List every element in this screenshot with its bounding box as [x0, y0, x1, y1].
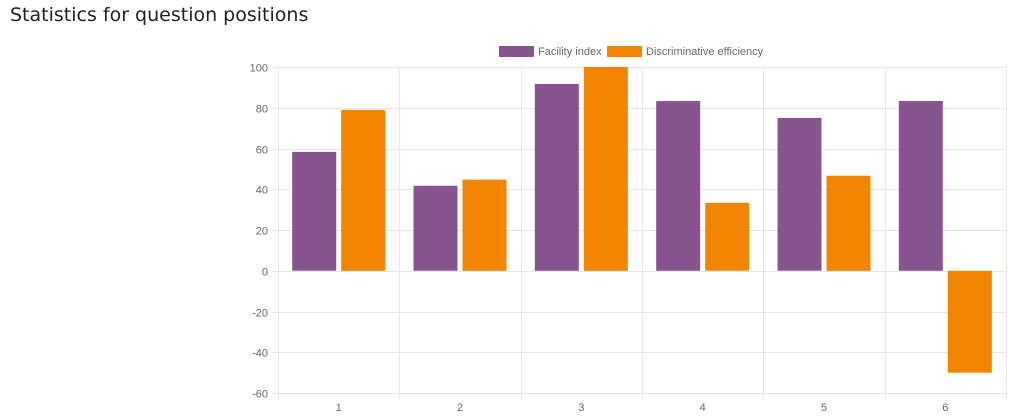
discriminative-efficiency-bar-3	[583, 67, 628, 271]
y-tick-label: 20	[256, 226, 268, 238]
chart-grid	[272, 67, 1007, 399]
chart-axes: 100 80 60 40 20 0 -20 -40 -60 1 2 3 4 5 6	[250, 63, 949, 415]
legend-label: Discriminative efficiency	[646, 46, 764, 58]
facility-index-bar-6	[898, 101, 943, 271]
discriminative-efficiency-bar-1	[341, 109, 386, 271]
y-tick-label: -40	[252, 348, 268, 360]
x-tick-label: 3	[578, 402, 584, 414]
y-tick-label: 60	[256, 145, 268, 157]
chart-bars	[292, 67, 992, 373]
facility-index-bar-3	[534, 84, 579, 271]
legend-swatch	[499, 46, 534, 57]
y-tick-label: 40	[256, 185, 268, 197]
facility-index-bar-2	[413, 185, 458, 271]
facility-index-bar-1	[292, 151, 337, 271]
y-tick-label: 100	[250, 63, 268, 75]
page-title: Statistics for question positions	[10, 4, 309, 26]
discriminative-efficiency-bar-6	[947, 270, 992, 373]
discriminative-efficiency-bar-5	[826, 175, 871, 271]
y-tick-label: -20	[252, 308, 268, 320]
facility-index-bar-4	[656, 101, 701, 271]
x-tick-label: 6	[942, 402, 948, 414]
chart-legend: Facility index Discriminative efficiency	[499, 46, 764, 58]
legend-label: Facility index	[538, 46, 602, 58]
discriminative-efficiency-bar-4	[705, 202, 750, 271]
legend-swatch	[607, 46, 642, 57]
y-tick-label: -60	[252, 389, 268, 401]
y-tick-label: 0	[262, 267, 268, 279]
x-tick-label: 5	[821, 402, 827, 414]
x-tick-label: 4	[700, 402, 706, 414]
y-tick-label: 80	[256, 104, 268, 116]
x-tick-label: 1	[336, 402, 342, 414]
x-tick-label: 2	[457, 402, 463, 414]
discriminative-efficiency-bar-2	[462, 179, 507, 271]
facility-index-bar-5	[777, 117, 822, 271]
